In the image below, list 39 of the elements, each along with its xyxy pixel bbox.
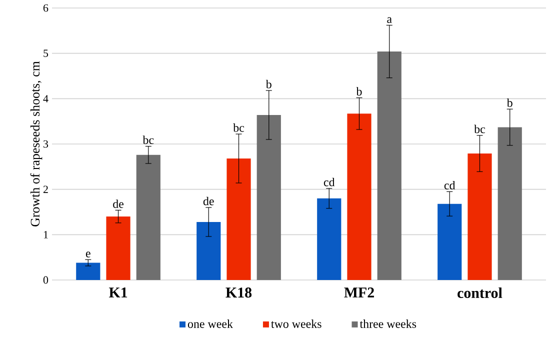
y-tick-label: 3 [44, 140, 48, 148]
bar [226, 158, 251, 280]
legend-label: three weeks [360, 320, 416, 328]
annotation: bc [233, 123, 244, 132]
annotation: bc [142, 136, 154, 144]
y-tick-label: 2 [43, 186, 48, 193]
bar [256, 114, 281, 280]
x-tick-label: K1 [108, 288, 128, 298]
annotation: de [113, 200, 124, 208]
annotation: cd [324, 178, 335, 186]
annotation: e [86, 252, 90, 258]
bar [347, 114, 372, 280]
bar [196, 222, 221, 280]
y-tick-label: 0 [43, 276, 48, 284]
x-tick-label: control [458, 288, 502, 298]
y-tick-label: 6 [43, 4, 48, 12]
bar [498, 127, 522, 280]
annotation: de [203, 196, 214, 206]
legend-label: one week [188, 320, 233, 328]
y-tick-label: 5 [44, 50, 48, 57]
annotation: b [356, 87, 362, 96]
x-tick-label: K18 [226, 288, 252, 298]
annotation: b [506, 98, 512, 107]
legend-label: two weeks [271, 320, 322, 328]
bar [106, 216, 130, 280]
annotation: a [387, 17, 392, 24]
annotation: bc [474, 124, 486, 134]
bar [438, 204, 462, 280]
bar [468, 154, 492, 280]
y-axis-title: Growth of rapeseeds shoots, cm [30, 61, 42, 226]
bar [377, 52, 402, 280]
x-tick-label: MF2 [344, 288, 374, 298]
bar [76, 262, 100, 280]
bar [317, 198, 342, 280]
bar [136, 154, 160, 280]
annotation: cd [444, 180, 456, 190]
annotation: b [266, 80, 272, 88]
y-tick-label: 4 [43, 95, 48, 102]
y-tick-label: 1 [44, 231, 48, 238]
